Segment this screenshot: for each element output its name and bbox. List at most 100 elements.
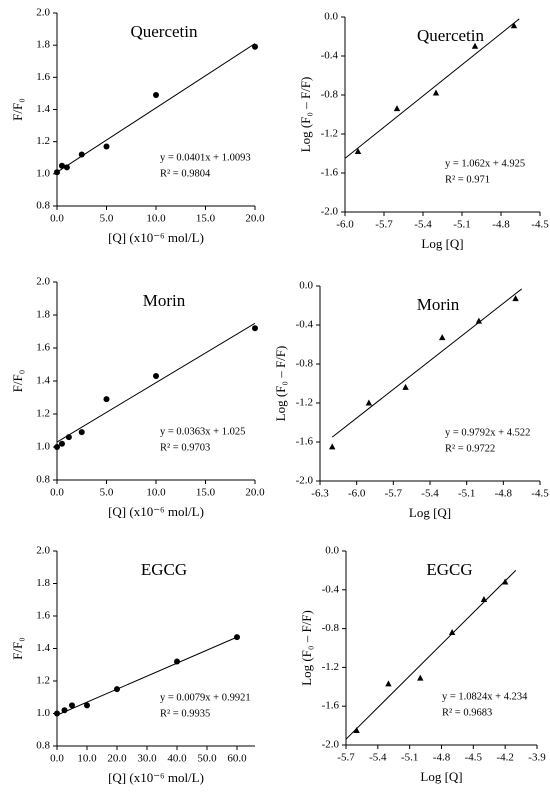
y-tick-label: -0.8: [296, 358, 314, 370]
data-point: [365, 399, 373, 406]
x-tick-label: 10.0: [146, 487, 166, 499]
y-tick-label: -1.2: [322, 661, 339, 673]
x-tick-label: -5.4: [414, 219, 432, 231]
y-tick-label: 1.6: [36, 610, 50, 622]
y-tick-label: 1.4: [36, 375, 50, 387]
equation-note: y = 0.0401x + 1.0093: [160, 152, 251, 163]
data-point: [353, 726, 360, 733]
y-axis-label: Log (F₀ – F/F): [299, 610, 314, 686]
data-point: [103, 396, 110, 403]
equation-note: y = 1.0824x + 4.234: [442, 691, 528, 702]
data-point: [153, 373, 159, 380]
panel: 0.0 -0.4 -0.8 -1.2 -1.6 -2.0-6.0 -5.7 -5.4 -5.1 -…: [298, 11, 549, 251]
y-tick-label: -0.4: [322, 583, 340, 595]
x-tick-label: -4.8: [495, 488, 513, 500]
y-tick-label: -2.0: [296, 475, 314, 487]
fit-line: [344, 18, 520, 159]
y-tick-label: -1.6: [322, 700, 340, 712]
data-point: [385, 680, 392, 687]
y-axis-label: F/F₀: [10, 637, 25, 660]
y-tick-label: 0.8: [36, 474, 50, 486]
y-tick-label: 1.0: [36, 167, 50, 179]
chart-title: Quercetin: [417, 26, 485, 45]
x-axis-label: Log [Q]: [409, 505, 451, 520]
x-tick-label: 30.0: [137, 753, 157, 765]
fit-line: [56, 322, 256, 443]
y-tick-label: 1.4: [36, 103, 50, 115]
data-point: [510, 22, 518, 29]
y-tick-label: 0.8: [36, 740, 50, 752]
x-tick-label: 20.0: [245, 213, 265, 225]
data-point: [58, 162, 65, 169]
equation-note: R² = 0.9722: [445, 443, 495, 454]
data-point: [354, 148, 362, 155]
x-tick-label: -5.1: [453, 219, 470, 231]
y-tick-label: 1.0: [36, 707, 50, 719]
y-tick-label: 1.4: [36, 642, 50, 654]
panel: 0.8 1.0 1.2 1.4 1.6 1.8 2.0 0.0 5.0 10.0 15.0 20.0 M…: [10, 276, 265, 519]
x-tick-label: 10.0: [146, 213, 166, 225]
fit-line: [56, 636, 238, 716]
y-tick-label: 1.2: [36, 675, 50, 687]
data-point: [480, 596, 488, 602]
y-tick-label: 0.0: [324, 11, 338, 23]
equation-note: y = 0.0363x + 1.025: [160, 426, 245, 437]
x-tick-label: 10.0: [77, 753, 97, 765]
data-point: [475, 317, 483, 324]
x-tick-label: -4.8: [433, 752, 451, 764]
y-tick-label: 1.2: [36, 408, 50, 420]
y-tick-label: -2.0: [321, 206, 339, 218]
data-point: [78, 151, 85, 158]
data-point: [153, 92, 159, 99]
x-tick-label: 15.0: [196, 213, 216, 225]
y-tick-label: 2.0: [36, 7, 50, 19]
x-axis-label: [Q] (x10⁻⁶ mol/L): [108, 230, 204, 245]
equation-note: y = 0.0079x + 0.9921: [160, 692, 251, 703]
data-point: [439, 334, 446, 341]
equation-note: R² = 0.9935: [160, 708, 210, 719]
y-tick-label: 0.0: [325, 545, 339, 557]
equation-note: R² = 0.971: [445, 174, 490, 185]
x-axis-label: [Q] (x10⁻⁶ mol/L): [108, 770, 204, 785]
x-tick-label: -5.7: [375, 219, 393, 231]
data-point: [58, 440, 65, 447]
data-point: [393, 105, 401, 112]
x-tick-label: 20.0: [245, 487, 265, 499]
y-tick-label: 1.8: [36, 309, 50, 321]
data-point: [103, 143, 110, 150]
chart-title: Quercetin: [130, 22, 198, 41]
y-tick-label: -0.8: [322, 622, 340, 634]
x-tick-label: 0.0: [50, 213, 64, 225]
y-tick-label: 2.0: [36, 545, 50, 557]
data-point: [84, 702, 90, 709]
x-tick-label: -5.7: [385, 488, 403, 500]
panel: 0.0 -0.4 -0.8 -1.2 -1.6 -2.0-6.3 -6.0 -5.7 -5.4 -…: [273, 280, 549, 520]
data-point: [512, 295, 519, 302]
fit-line: [345, 570, 517, 740]
x-tick-label: -5.4: [369, 752, 387, 764]
data-point: [329, 443, 336, 450]
y-tick-label: -1.6: [296, 436, 314, 448]
x-tick-label: 5.0: [100, 213, 114, 225]
y-tick-label: 0.0: [299, 280, 313, 292]
data-point: [252, 325, 258, 332]
data-point: [252, 43, 258, 50]
equation-note: y = 0.9792x + 4.522: [445, 427, 530, 438]
chart-title: EGCG: [141, 560, 187, 579]
data-point: [448, 628, 456, 635]
chart-title: Morin: [143, 291, 186, 310]
data-point: [471, 42, 479, 49]
panel: 0.0 -0.4 -0.8 -1.2 -1.6 -2.0-5.7 -5.4 -5.1 -4.8 -…: [299, 545, 546, 784]
x-tick-label: -3.9: [528, 752, 546, 764]
x-tick-label: -6.0: [348, 488, 366, 500]
panel: 0.8 1.0 1.2 1.4 1.6 1.8 2.0 0.0 5.0 10.0 15.0 20.0 Q…: [10, 7, 265, 245]
x-tick-label: 20.0: [107, 753, 127, 765]
y-axis-label: Log (F₀ – F/F): [273, 346, 288, 422]
y-tick-label: -1.6: [321, 167, 339, 179]
data-point: [54, 444, 60, 450]
y-tick-label: -0.4: [321, 50, 339, 62]
x-axis-label: Log [Q]: [421, 236, 463, 251]
x-tick-label: 60.0: [227, 753, 247, 765]
y-tick-label: -1.2: [296, 397, 313, 409]
y-tick-label: -0.8: [321, 89, 339, 101]
